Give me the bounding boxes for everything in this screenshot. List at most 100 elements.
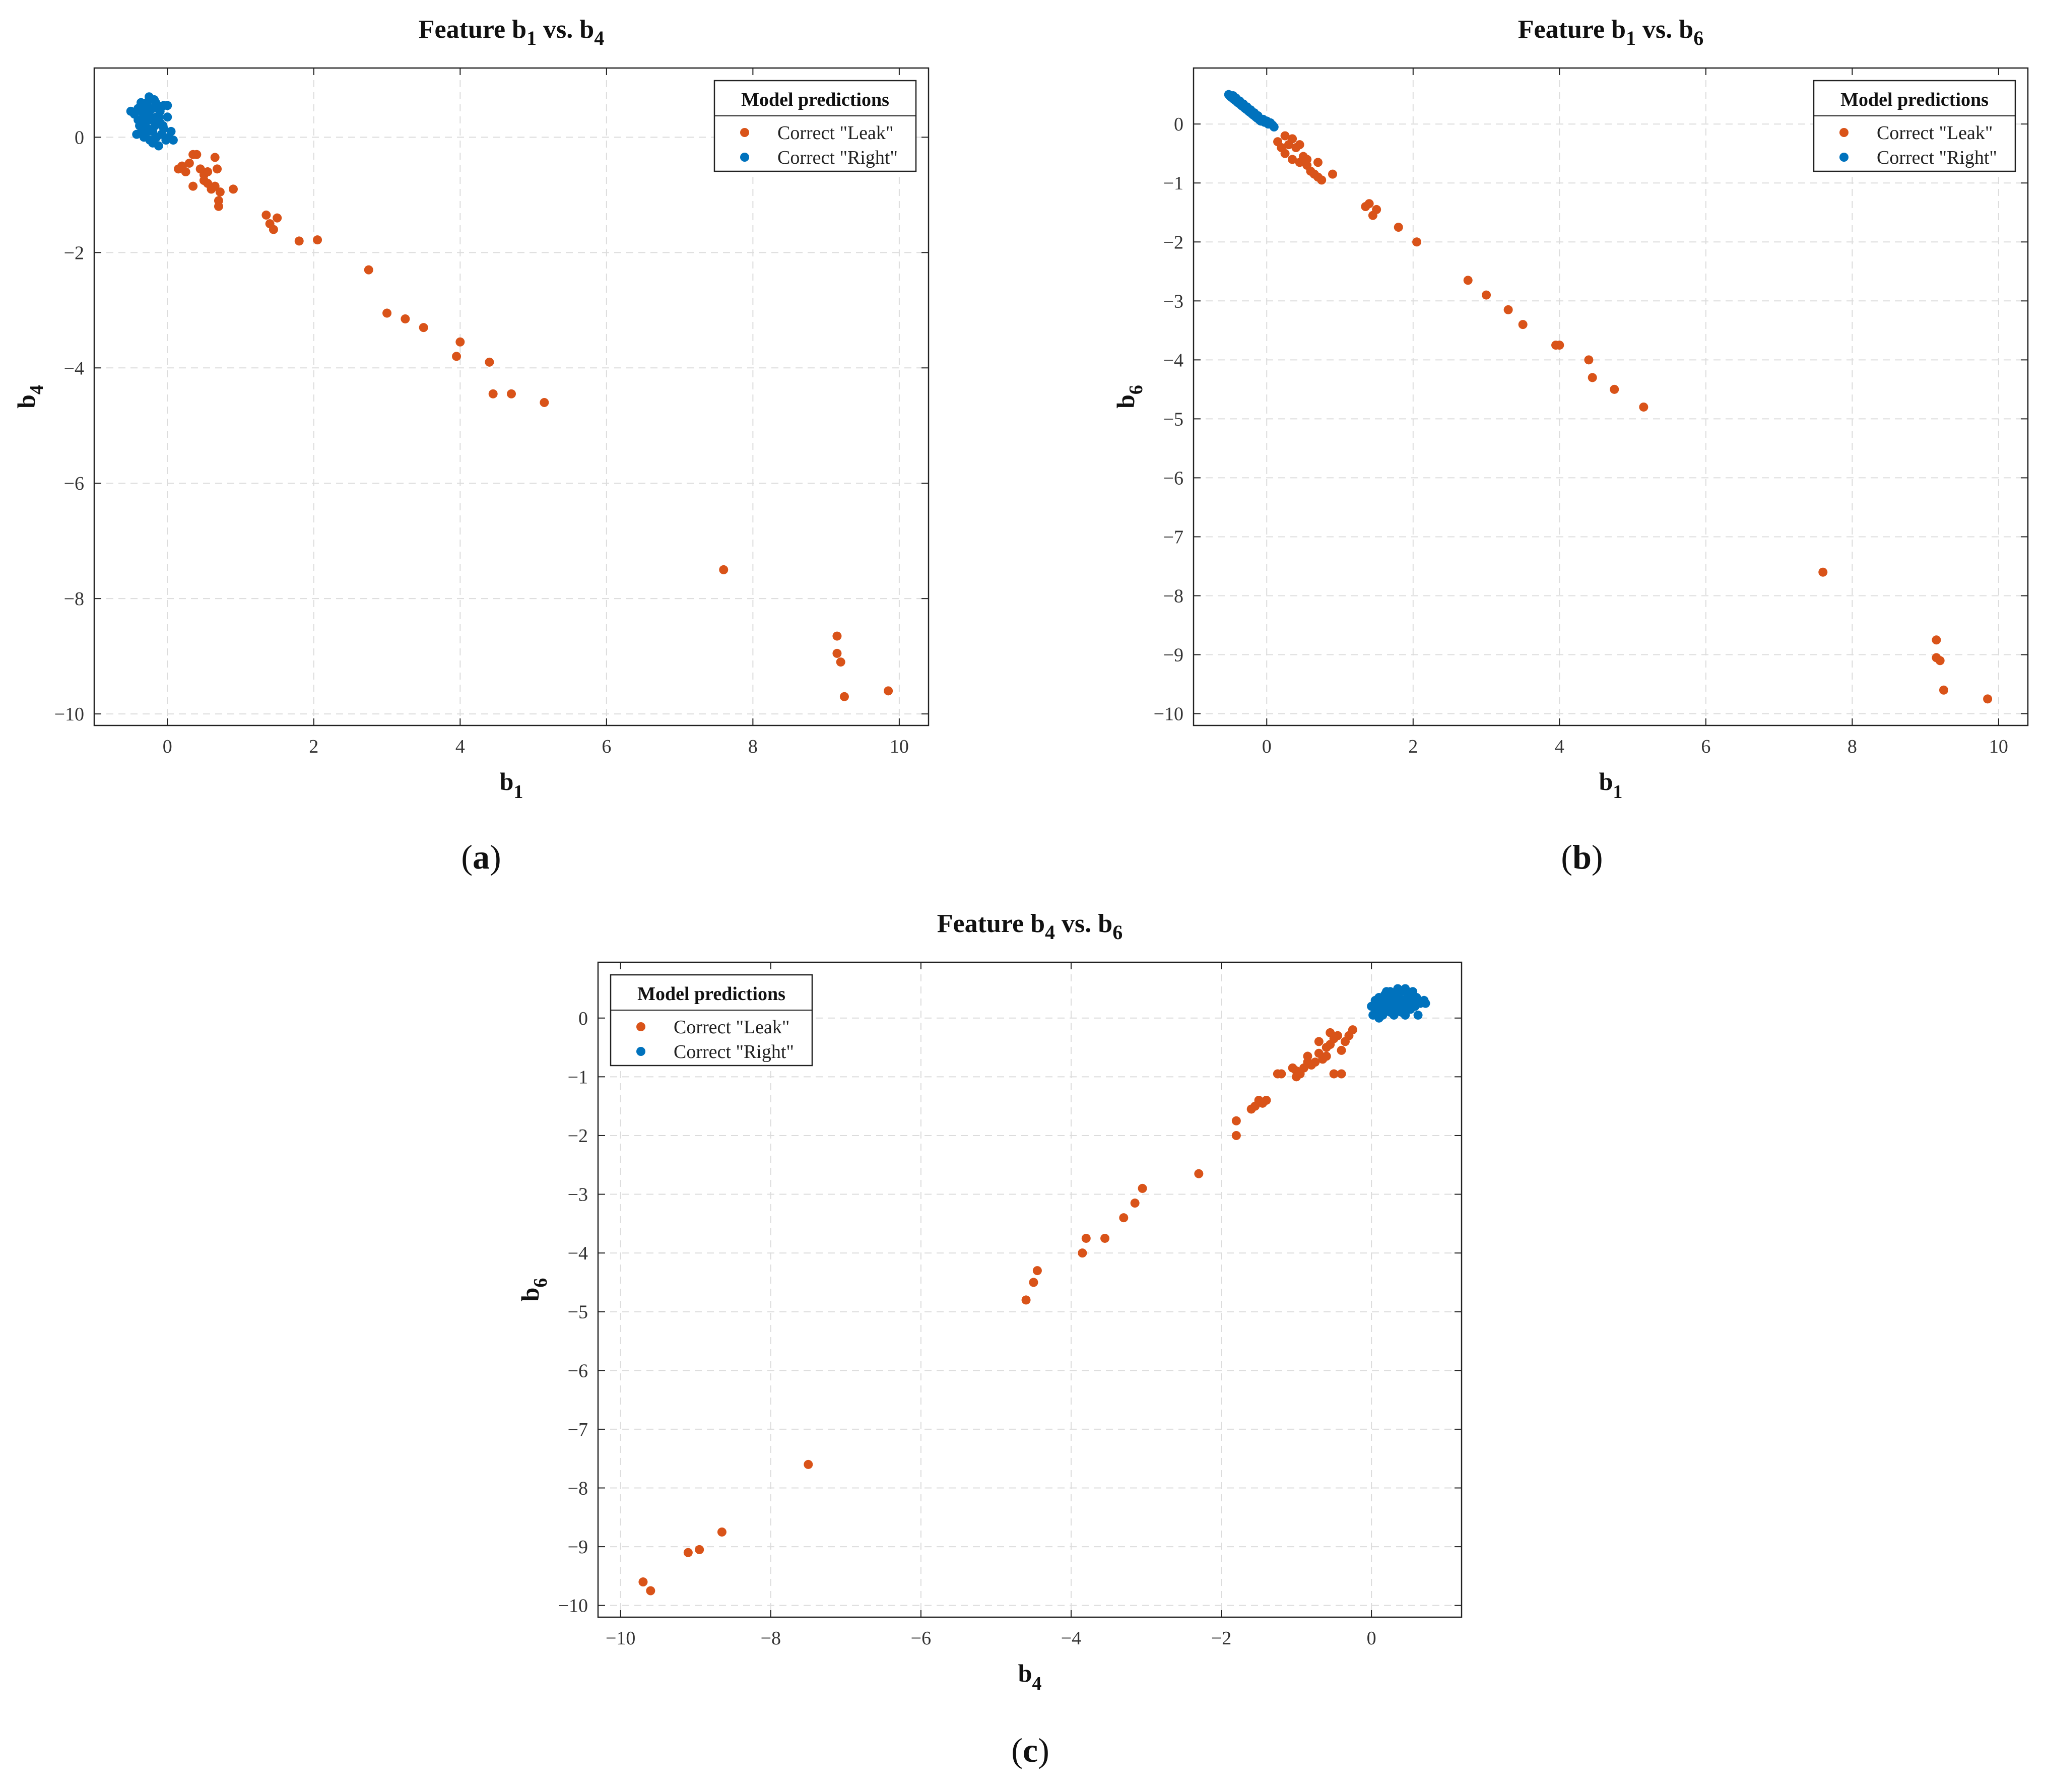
data-point-leak bbox=[273, 213, 282, 223]
title-part: vs. b bbox=[1636, 15, 1693, 44]
y-tick-label: −7 bbox=[568, 1419, 588, 1440]
data-point-right bbox=[1374, 1013, 1384, 1023]
y-axis-label: b6 bbox=[516, 1278, 551, 1302]
data-point-leak bbox=[1935, 656, 1945, 666]
x-tick-label: 0 bbox=[1367, 1628, 1376, 1649]
chart-c: −10 −8 −6 −4 −2 0 0 −1 −2 −3 −4 −5 −6 −7 −8 −9 −10 Featur… bbox=[516, 909, 1463, 1694]
legend-title: Model predictions bbox=[637, 983, 785, 1005]
data-point-leak bbox=[210, 153, 220, 162]
data-point-right bbox=[166, 126, 176, 136]
data-point-leak bbox=[1302, 155, 1312, 164]
y-tick-label: −4 bbox=[1163, 350, 1183, 371]
data-point-leak bbox=[1588, 373, 1597, 382]
title-part: vs. b bbox=[1055, 909, 1112, 938]
data-point-leak bbox=[1317, 175, 1327, 185]
x-tick-label: −6 bbox=[911, 1628, 931, 1649]
title-part: 6 bbox=[1693, 27, 1703, 49]
panel-label-b: (b) bbox=[1561, 838, 1603, 876]
data-point-right bbox=[154, 112, 163, 122]
data-point-leak bbox=[839, 692, 849, 701]
series-leak bbox=[1273, 131, 1993, 704]
data-point-leak bbox=[261, 210, 271, 220]
data-point-leak bbox=[1100, 1233, 1110, 1243]
chart-title: Feature b4 vs. b6 bbox=[937, 909, 1123, 944]
data-point-leak bbox=[455, 337, 465, 347]
data-point-leak bbox=[1138, 1183, 1147, 1193]
data-point-right bbox=[1413, 1010, 1423, 1020]
y-tick-label: −10 bbox=[558, 1596, 588, 1617]
axes-box bbox=[597, 961, 1463, 1618]
y-tick-label: 0 bbox=[578, 1008, 588, 1029]
x-tick-label: 2 bbox=[1408, 736, 1418, 757]
data-point-leak bbox=[1503, 305, 1513, 314]
title-part: 4 bbox=[594, 27, 604, 49]
data-point-right bbox=[1421, 999, 1430, 1008]
data-point-right bbox=[132, 129, 142, 139]
title-part: Feature b bbox=[1518, 15, 1626, 44]
legend: Model predictions Correct "Leak" Correct "… bbox=[713, 80, 917, 172]
x-axis-label: b4 bbox=[1018, 1659, 1042, 1694]
data-point-leak bbox=[1818, 567, 1828, 577]
axes-box bbox=[93, 67, 930, 726]
data-point-leak bbox=[1555, 341, 1564, 350]
data-point-leak bbox=[364, 265, 373, 275]
series-right bbox=[1224, 90, 1279, 132]
panel-label-c: (c) bbox=[1011, 1731, 1049, 1769]
y-tick-label: −2 bbox=[64, 242, 84, 263]
series-leak bbox=[638, 1025, 1357, 1596]
data-point-leak bbox=[1412, 237, 1422, 247]
title-part: Feature b bbox=[937, 909, 1045, 938]
data-point-leak bbox=[1313, 158, 1323, 167]
legend-label-leak: Correct "Leak" bbox=[1877, 122, 1993, 144]
x-tick-label: 6 bbox=[602, 736, 611, 757]
x-tick-label: −4 bbox=[1061, 1628, 1081, 1649]
legend-marker-right bbox=[1839, 153, 1849, 162]
data-point-leak bbox=[1280, 149, 1290, 158]
x-tick-label: 0 bbox=[163, 736, 172, 757]
data-point-leak bbox=[1364, 199, 1374, 209]
data-point-leak bbox=[1295, 140, 1304, 150]
legend-marker-right bbox=[740, 153, 749, 162]
data-point-leak bbox=[1194, 1169, 1204, 1178]
legend: Model predictions Correct "Leak" Correct "… bbox=[1813, 80, 2016, 172]
y-tick-label: −4 bbox=[568, 1243, 588, 1264]
axes-box bbox=[1193, 67, 2029, 726]
data-point-leak bbox=[1314, 1048, 1324, 1058]
data-point-leak bbox=[832, 648, 842, 658]
data-point-leak bbox=[192, 150, 202, 159]
y-tick-label: −1 bbox=[568, 1067, 588, 1088]
data-point-leak bbox=[646, 1586, 655, 1596]
data-point-leak bbox=[1329, 1069, 1339, 1079]
data-point-leak bbox=[1081, 1233, 1091, 1243]
data-point-right bbox=[151, 98, 161, 107]
data-point-leak bbox=[213, 164, 222, 174]
y-tick-label: −1 bbox=[1163, 173, 1183, 194]
data-point-leak bbox=[1130, 1199, 1140, 1208]
data-point-leak bbox=[181, 167, 190, 177]
data-point-leak bbox=[1119, 1213, 1129, 1223]
data-point-leak bbox=[832, 631, 842, 641]
title-part: 4 bbox=[1045, 921, 1055, 944]
data-point-right bbox=[1401, 1010, 1410, 1020]
data-point-leak bbox=[1584, 355, 1594, 365]
x-tick-label: 0 bbox=[1262, 736, 1272, 757]
legend-label-right: Correct "Right" bbox=[1877, 147, 1997, 168]
data-point-leak bbox=[1314, 1037, 1324, 1046]
chart-title: Feature b1 vs. b6 bbox=[1518, 15, 1703, 49]
y-tick-label: −8 bbox=[568, 1478, 588, 1499]
data-point-leak bbox=[294, 236, 304, 246]
y-axis-label: b6 bbox=[1111, 385, 1147, 409]
data-point-leak bbox=[1029, 1278, 1038, 1287]
data-point-leak bbox=[719, 565, 729, 574]
y-tick-label: −2 bbox=[568, 1125, 588, 1147]
data-point-leak bbox=[1021, 1295, 1031, 1305]
data-point-leak bbox=[1246, 1104, 1256, 1114]
series-leak bbox=[174, 150, 893, 701]
x-tick-label: −2 bbox=[1211, 1628, 1231, 1649]
data-point-right bbox=[163, 101, 172, 110]
data-point-leak bbox=[488, 389, 498, 399]
legend-label-right: Correct "Right" bbox=[674, 1041, 794, 1063]
x-tick-label: 8 bbox=[1848, 736, 1857, 757]
data-point-leak bbox=[1231, 1116, 1241, 1125]
